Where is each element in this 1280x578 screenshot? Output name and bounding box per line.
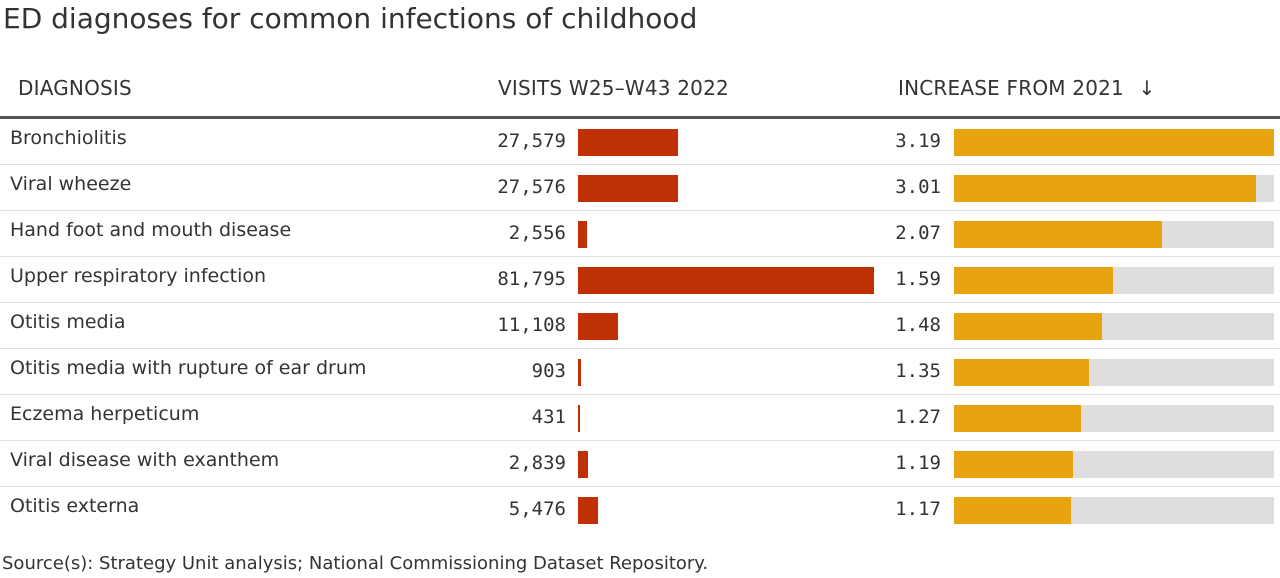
diagnosis-label: Eczema herpeticum: [10, 403, 200, 425]
increase-bar: [954, 175, 1256, 202]
increase-value-label: 3.01: [895, 176, 941, 198]
diagnosis-column-header[interactable]: DIAGNOSIS: [18, 76, 132, 100]
increase-bar-track: [954, 497, 1274, 524]
increase-bar-track: [954, 313, 1274, 340]
visits-bar: [578, 221, 588, 248]
diagnosis-label: Otitis media with rupture of ear drum: [10, 357, 367, 379]
increase-value-label: 1.27: [895, 406, 941, 428]
diagnosis-label: Hand foot and mouth disease: [10, 219, 292, 241]
diagnosis-label: Viral wheeze: [10, 173, 132, 195]
header-divider: [0, 116, 1280, 119]
table-row: Otitis media with rupture of ear drum 903…: [0, 349, 1280, 395]
increase-bar: [954, 221, 1162, 248]
diagnosis-header-label: DIAGNOSIS: [18, 76, 132, 100]
visits-bar: [578, 451, 589, 478]
visits-value-label: 5,476: [508, 498, 566, 520]
visits-bar: [578, 359, 582, 386]
table-row: Upper respiratory infection 81,795 1.59: [0, 257, 1280, 303]
table-row: Otitis media 11,108 1.48: [0, 303, 1280, 349]
increase-bar: [954, 359, 1090, 386]
visits-column-header[interactable]: VISITS W25–W43 2022: [498, 76, 729, 100]
visits-bar: [578, 175, 678, 202]
diagnosis-label: Viral disease with exanthem: [10, 449, 280, 471]
visits-value-label: 27,579: [497, 130, 566, 152]
increase-value-label: 1.17: [895, 498, 941, 520]
sort-arrow-icon: ↓: [1138, 76, 1156, 100]
visits-value-label: 11,108: [497, 314, 566, 336]
table-row: Viral wheeze 27,576 3.01: [0, 165, 1280, 211]
source-note: Source(s): Strategy Unit analysis; Natio…: [2, 553, 709, 574]
diagnosis-label: Bronchiolitis: [10, 127, 127, 149]
increase-bar-track: [954, 175, 1274, 202]
increase-bar: [954, 313, 1103, 340]
increase-bar-track: [954, 129, 1274, 156]
increase-value-label: 1.59: [895, 268, 941, 290]
increase-column-header[interactable]: INCREASE FROM 2021 ↓: [898, 76, 1156, 100]
visits-value-label: 27,576: [497, 176, 566, 198]
table-row: Eczema herpeticum 431 1.27: [0, 395, 1280, 441]
diagnosis-label: Otitis media: [10, 311, 126, 333]
table-row: Hand foot and mouth disease 2,556 2.07: [0, 211, 1280, 257]
increase-bar-track: [954, 359, 1274, 386]
chart-title: ED diagnoses for common infections of ch…: [3, 2, 698, 35]
visits-value-label: 431: [531, 406, 566, 428]
visits-bar: [578, 405, 580, 432]
visits-value-label: 2,839: [508, 452, 566, 474]
visits-value-label: 903: [531, 360, 566, 382]
visits-bar: [578, 267, 874, 294]
increase-value-label: 3.19: [895, 130, 941, 152]
increase-bar-track: [954, 221, 1274, 248]
diagnosis-label: Upper respiratory infection: [10, 265, 267, 287]
increase-bar-track: [954, 405, 1274, 432]
diagnosis-label: Otitis externa: [10, 495, 140, 517]
visits-bar: [578, 129, 678, 156]
increase-bar: [954, 405, 1082, 432]
increase-bar: [954, 497, 1072, 524]
increase-value-label: 1.48: [895, 314, 941, 336]
increase-bar-track: [954, 451, 1274, 478]
table-row: Otitis externa 5,476 1.17: [0, 487, 1280, 533]
increase-header-label: INCREASE FROM 2021: [898, 76, 1124, 100]
increase-value-label: 2.07: [895, 222, 941, 244]
increase-bar: [954, 129, 1274, 156]
increase-bar: [954, 451, 1074, 478]
visits-bar: [578, 313, 619, 340]
increase-value-label: 1.19: [895, 452, 941, 474]
table-body: Bronchiolitis 27,579 3.19 Viral wheeze 27,57…: [0, 119, 1280, 533]
increase-value-label: 1.35: [895, 360, 941, 382]
increase-bar: [954, 267, 1114, 294]
increase-bar-track: [954, 267, 1274, 294]
table-row: Bronchiolitis 27,579 3.19: [0, 119, 1280, 165]
visits-bar: [578, 497, 598, 524]
visits-value-label: 81,795: [497, 268, 566, 290]
visits-value-label: 2,556: [508, 222, 566, 244]
table-row: Viral disease with exanthem 2,839 1.19: [0, 441, 1280, 487]
visits-header-label: VISITS W25–W43 2022: [498, 76, 729, 100]
